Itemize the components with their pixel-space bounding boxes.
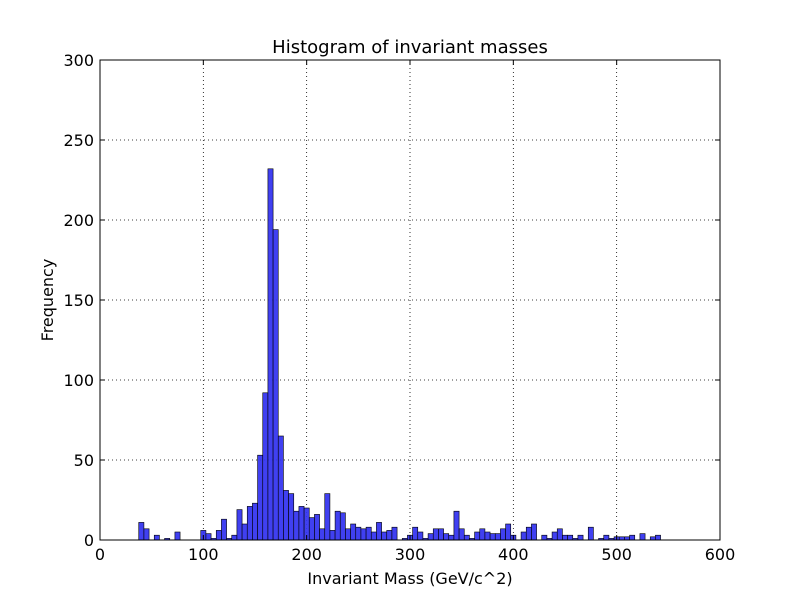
histogram-bar [629,534,636,541]
histogram-bar [567,534,574,541]
histogram-bar [288,493,295,541]
histogram-bar [272,229,279,541]
histogram-bar [432,528,439,541]
histogram-bar [241,523,248,541]
histogram-bar [365,526,372,541]
histogram-bar [314,514,320,541]
axis-ticks: 0 100 200 300 400 500 600 0 50 100 150 200 250 300 [63,51,735,564]
histogram-bar [143,528,150,541]
histogram-bar [376,522,382,541]
histogram-bar [138,522,145,541]
x-axis-label: Invariant Mass (GeV/c^2) [307,569,512,588]
histogram-bar [639,533,646,541]
histogram-bar [453,510,460,541]
histogram-bar [556,528,563,541]
histogram-bar [329,530,336,541]
y-tick-label: 50 [74,451,94,470]
histogram-bar [153,534,160,541]
histogram-bar [298,506,305,541]
histogram-bar [484,531,491,541]
histogram-bar [345,528,351,541]
histogram-bar [443,533,450,541]
histogram-bar [587,526,594,541]
histogram-bar [319,528,326,541]
histogram-bar [412,526,419,541]
histogram-bar [531,523,537,541]
histogram-bar [551,531,558,541]
histogram-bar [246,506,253,541]
histogram-bar [174,531,181,541]
histogram-bar [221,518,227,541]
histogram-bar [236,509,243,541]
x-tick-label: 200 [291,545,322,564]
histogram-bar [427,533,434,541]
histogram-bar [370,531,377,541]
histogram-bar [267,168,274,541]
histogram-bar [360,528,367,541]
histogram-bar [489,533,496,541]
histogram-bar [458,528,465,541]
histogram-bar [215,530,222,541]
y-tick-label: 300 [63,51,94,70]
histogram-bar [231,534,238,541]
histogram-bar [293,510,300,541]
x-tick-label: 600 [705,545,736,564]
histogram-bar [525,526,532,541]
y-tick-label: 0 [84,531,94,550]
histogram-bar [350,523,357,541]
histogram-bar [494,533,501,541]
histogram-bar [463,534,470,541]
histogram-bar [603,534,610,541]
x-tick-label: 0 [95,545,105,564]
histogram-bar [655,534,661,541]
histogram-bar [205,533,212,541]
histogram-bar [257,454,264,541]
histogram-bar [474,531,481,541]
x-tick-label: 100 [188,545,219,564]
histogram-bar [283,490,289,541]
y-axis-label: Frequency [38,259,57,342]
histogram-bar [505,523,512,541]
x-tick-label: 500 [601,545,632,564]
histogram-bar [262,392,269,541]
grid-lines [100,60,720,540]
histogram-bar [500,528,506,541]
histogram-bar [417,531,424,541]
histogram-bar [334,510,341,541]
histogram-bar [391,526,398,541]
chart-title: Histogram of invariant masses [272,37,548,58]
histogram-bar [386,530,393,541]
histogram-bar [479,528,486,541]
histogram-bar [252,502,258,541]
y-tick-label: 200 [63,211,94,230]
histogram-bar [577,534,584,541]
x-tick-label: 400 [498,545,529,564]
histogram-bar [448,534,455,541]
x-tick-label: 300 [395,545,426,564]
histogram-bar [541,534,548,541]
histogram-bar [308,517,315,541]
histogram-bar [339,512,346,541]
histogram-bar [562,534,568,541]
histogram-bar [520,531,527,541]
histogram-bar [381,531,388,541]
y-tick-label: 100 [63,371,94,390]
y-tick-label: 150 [63,291,94,310]
histogram-bar [324,493,331,541]
histogram-bar [277,435,284,541]
histogram-bar [438,528,444,541]
y-tick-label: 250 [63,131,94,150]
histogram-bar [355,526,362,541]
